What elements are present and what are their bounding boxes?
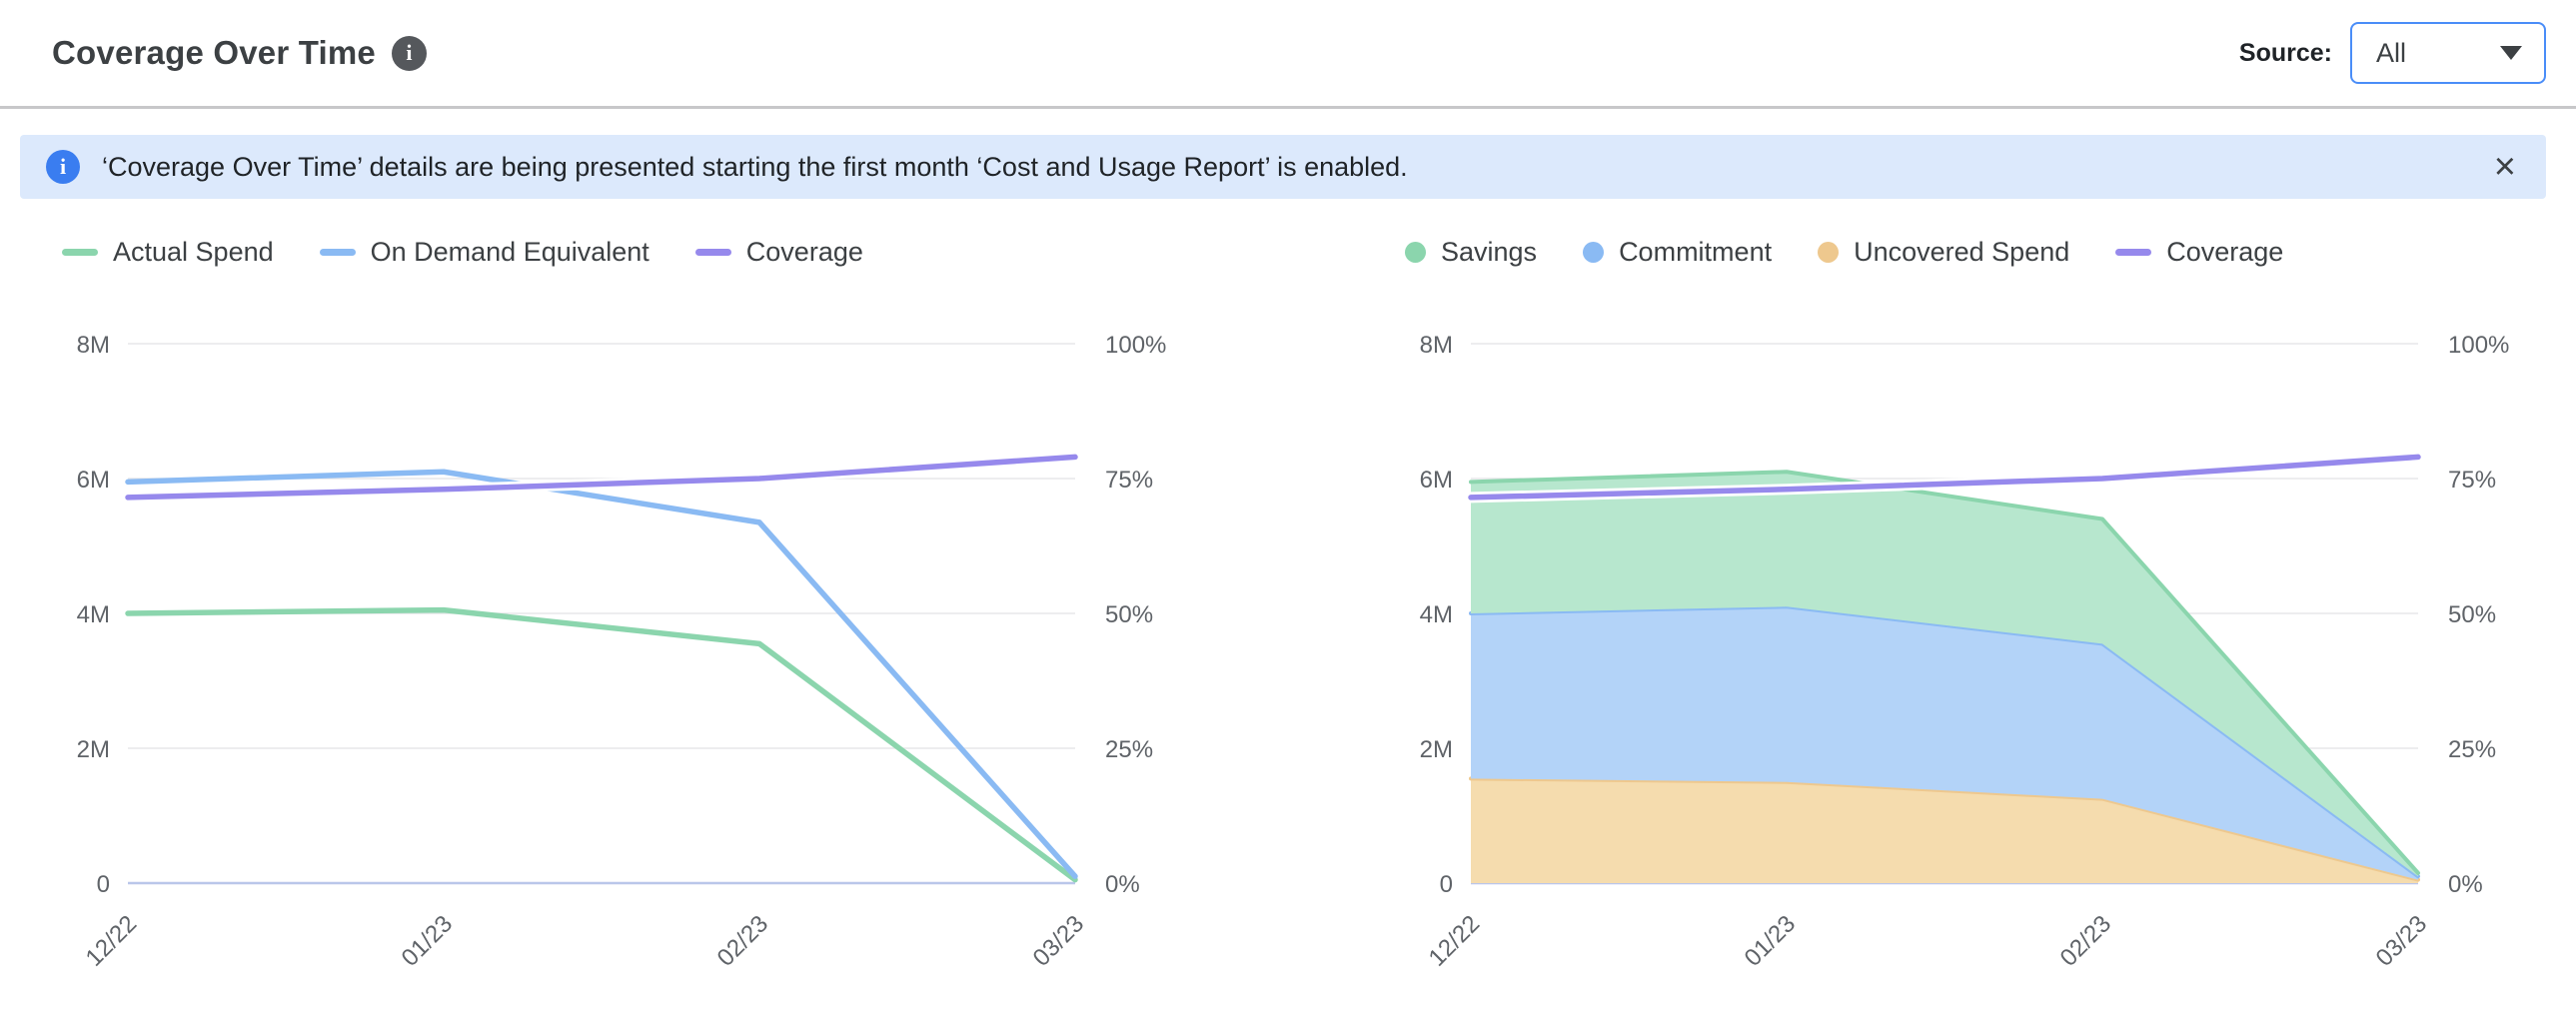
legend-label: Commitment xyxy=(1619,237,1773,267)
coverage-line xyxy=(125,454,1078,501)
commitment-area xyxy=(1471,606,2418,880)
banner-info-icon-glyph: i xyxy=(59,154,67,179)
line-chart-svg: 0 0% 2M 25% 4M 50% 6M 75% 8M 100% 12/22 01/23 02/23 0… xyxy=(77,332,1167,972)
panel-header: Coverage Over Time i Source: All xyxy=(0,0,2576,106)
info-icon-glyph: i xyxy=(406,40,413,65)
left-axis-tick-label: 0 xyxy=(97,871,110,898)
on-demand-equivalent-legend-item[interactable]: On Demand Equivalent xyxy=(319,237,649,268)
right-axis-tick-label: 25% xyxy=(1105,736,1153,763)
spend-coverage-line-chart: Actual Spend On Demand Equivalent Coverage… xyxy=(50,199,1189,995)
uncovered-spend-area xyxy=(1471,778,2418,883)
chevron-down-icon xyxy=(2500,46,2522,60)
x-axis-tick-label: 12/22 xyxy=(1424,910,1486,972)
coverage-swatch-icon xyxy=(694,249,731,256)
left-axis-tick-label: 8M xyxy=(1420,332,1453,359)
legend-label: Coverage xyxy=(2166,237,2284,267)
header-divider xyxy=(0,106,2576,109)
info-banner: i ‘Coverage Over Time’ details are being… xyxy=(20,135,2546,199)
x-axis-tick-label: 03/23 xyxy=(1028,910,1090,972)
savings-area xyxy=(1471,472,2418,877)
left-axis-tick-label: 6M xyxy=(1420,467,1453,494)
legend-label: Savings xyxy=(1441,237,1538,267)
info-icon[interactable]: i xyxy=(391,35,427,71)
left-axis-tick-label: 2M xyxy=(1420,736,1453,763)
left-axis-tick-label: 6M xyxy=(77,467,110,494)
x-axis-tick-label: 01/23 xyxy=(1740,910,1802,972)
title-wrap: Coverage Over Time i xyxy=(52,34,427,72)
coverage-swatch-icon xyxy=(2115,249,2152,256)
commitment-legend-item[interactable]: Commitment xyxy=(1583,237,1772,268)
coverage-breakdown-area-chart: Savings Commitment Uncovered Spend Coverage… xyxy=(1393,199,2532,995)
area-chart-legend: Savings Commitment Uncovered Spend Coverage xyxy=(1393,237,2532,268)
charts-row: Actual Spend On Demand Equivalent Coverage… xyxy=(0,199,2576,995)
source-label: Source: xyxy=(2238,38,2332,67)
coverage-legend-item[interactable]: Coverage xyxy=(694,237,863,268)
savings-legend-item[interactable]: Savings xyxy=(1405,237,1537,268)
left-axis-tick-label: 4M xyxy=(1420,601,1453,628)
source-dropdown-value: All xyxy=(2376,37,2407,68)
actual-spend-swatch-icon xyxy=(62,249,98,256)
coverage-legend-item[interactable]: Coverage xyxy=(2115,237,2283,268)
right-axis-tick-label: 75% xyxy=(1105,467,1153,494)
coverage-line xyxy=(1468,454,2421,501)
actual-spend-legend-item[interactable]: Actual Spend xyxy=(62,237,274,268)
legend-label: Actual Spend xyxy=(113,237,274,267)
legend-label: Coverage xyxy=(745,237,863,267)
right-axis-tick-label: 25% xyxy=(2448,736,2496,763)
right-axis-tick-label: 100% xyxy=(1105,332,1166,359)
x-axis-tick-label: 02/23 xyxy=(712,910,774,972)
banner-text: ‘Coverage Over Time’ details are being p… xyxy=(102,151,1408,182)
actual-spend-line xyxy=(125,606,1078,883)
right-axis-tick-label: 75% xyxy=(2448,467,2496,494)
left-axis-tick-label: 0 xyxy=(1440,871,1453,898)
x-axis-tick-label: 01/23 xyxy=(397,910,459,972)
source-dropdown[interactable]: All xyxy=(2350,22,2546,84)
x-axis-tick-label: 02/23 xyxy=(2055,910,2117,972)
legend-label: Uncovered Spend xyxy=(1854,237,2070,267)
line-chart-legend: Actual Spend On Demand Equivalent Coverage xyxy=(50,237,1189,268)
x-axis-tick-label: 12/22 xyxy=(81,910,143,972)
banner-info-icon: i xyxy=(46,150,80,184)
uncovered-spend-swatch-icon xyxy=(1818,242,1840,263)
uncovered-spend-legend-item[interactable]: Uncovered Spend xyxy=(1818,237,2069,268)
legend-label: On Demand Equivalent xyxy=(370,237,649,267)
area-chart-svg: 0 0% 2M 25% 4M 50% 6M 75% 8M 100% 12/22 01/23 02/23 0… xyxy=(1420,332,2510,972)
x-axis-tick-label: 03/23 xyxy=(2371,910,2433,972)
page-title: Coverage Over Time xyxy=(52,34,376,71)
savings-swatch-icon xyxy=(1405,242,1426,263)
source-wrap: Source: All xyxy=(2239,22,2546,84)
right-axis-tick-label: 0% xyxy=(1105,871,1140,898)
right-axis-tick-label: 0% xyxy=(2448,871,2483,898)
savings-area-edge xyxy=(1469,470,2420,875)
left-axis-tick-label: 8M xyxy=(77,332,110,359)
on-demand-equivalent-line xyxy=(125,469,1078,879)
commitment-swatch-icon xyxy=(1583,242,1605,263)
close-icon[interactable]: × xyxy=(2490,148,2520,186)
on-demand-equivalent-swatch-icon xyxy=(319,249,356,256)
left-axis-tick-label: 2M xyxy=(77,736,110,763)
right-axis-tick-label: 50% xyxy=(2448,601,2496,628)
left-axis-tick-label: 4M xyxy=(77,601,110,628)
right-axis-tick-label: 50% xyxy=(1105,601,1153,628)
right-axis-tick-label: 100% xyxy=(2448,332,2509,359)
